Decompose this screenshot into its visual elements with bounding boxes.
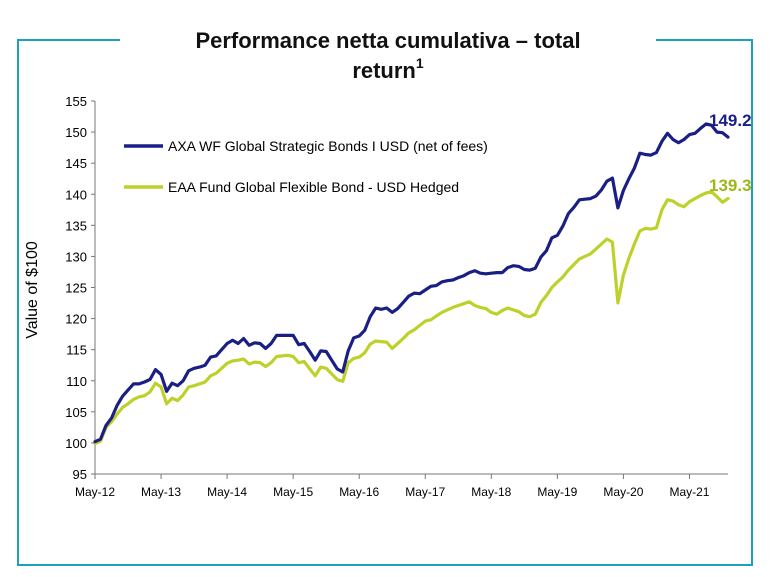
legend-label-axa: AXA WF Global Strategic Bonds I USD (net… xyxy=(168,138,488,154)
series-line-eaa xyxy=(93,190,730,446)
legend-label-eaa: EAA Fund Global Flexible Bond - USD Hedg… xyxy=(168,179,459,195)
series-line-axa xyxy=(93,122,730,444)
axes: 95 100 105 110 115 120 125 130 135 140 145 150 155 Ma… xyxy=(65,94,728,499)
y-tick-label: 155 xyxy=(65,94,87,109)
y-tick-label: 95 xyxy=(73,467,87,482)
chart-title-line-2-text: return xyxy=(352,58,416,83)
x-tick-label: May-19 xyxy=(537,485,577,499)
x-tick-label: May-13 xyxy=(141,485,181,499)
y-tick-label: 130 xyxy=(65,249,87,264)
x-tick-label: May-15 xyxy=(273,485,313,499)
y-tick-label: 135 xyxy=(65,218,87,233)
frame-border xyxy=(17,39,753,566)
y-tick-label: 150 xyxy=(65,125,87,140)
x-tick-label: May-21 xyxy=(669,485,709,499)
y-tick-label: 125 xyxy=(65,281,87,296)
x-tick-label: May-18 xyxy=(471,485,511,499)
end-label-axa: 149.2 xyxy=(709,111,752,130)
y-axis-label: Value of $100 xyxy=(24,241,41,339)
x-tick-label: May-17 xyxy=(405,485,445,499)
x-tick-label: May-14 xyxy=(207,485,247,499)
end-label-eaa: 139.3 xyxy=(709,176,752,195)
y-tick-label: 140 xyxy=(65,187,87,202)
chart-title-line-1: Performance netta cumulativa – total xyxy=(195,28,581,53)
y-tick-label: 105 xyxy=(65,405,87,420)
y-tick-label: 145 xyxy=(65,156,87,171)
y-tick-label: 110 xyxy=(66,374,87,389)
y-tick-label: 120 xyxy=(65,312,87,327)
series-lines xyxy=(93,122,730,446)
y-tick-label: 100 xyxy=(65,436,87,451)
x-tick-label: May-12 xyxy=(75,485,115,499)
legend: AXA WF Global Strategic Bonds I USD (net… xyxy=(124,138,488,195)
title-footnote-marker: 1 xyxy=(415,54,424,71)
x-tick-label: May-16 xyxy=(339,485,379,499)
y-tick-label: 115 xyxy=(66,343,87,358)
end-labels: 149.2 139.3 xyxy=(709,111,752,195)
x-tick-label: May-20 xyxy=(603,485,643,499)
chart-title-line-2: return1 xyxy=(120,56,656,86)
